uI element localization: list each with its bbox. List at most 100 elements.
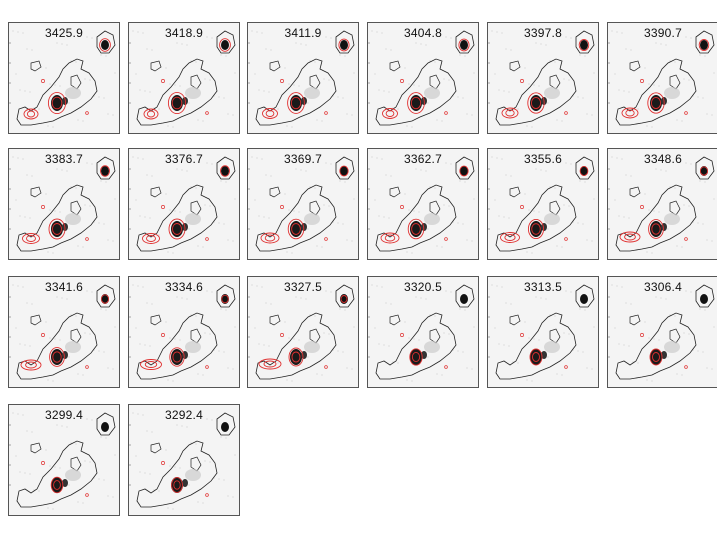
outline-contour [255, 312, 337, 380]
red-contour [500, 232, 520, 243]
red-contour [564, 111, 568, 115]
red-contour [25, 361, 37, 369]
panel-plot [608, 284, 715, 382]
inner-contour [190, 74, 202, 90]
source-emission [221, 40, 229, 50]
noise-dot [100, 180, 102, 182]
noise-dot [261, 286, 263, 288]
noise-dot [12, 284, 14, 286]
source-emission [580, 40, 588, 50]
noise-dot [434, 187, 436, 189]
red-contour [531, 223, 541, 235]
noise-dot [298, 339, 300, 341]
noise-dot [316, 373, 318, 375]
noise-dot [570, 291, 572, 293]
noise-dot [258, 89, 260, 91]
noise-dot [457, 222, 459, 224]
noise-dot [415, 296, 417, 298]
red-contour [22, 233, 40, 244]
noise-dot [390, 303, 392, 305]
noise-dot [586, 239, 588, 241]
noise-dot [471, 240, 473, 242]
noise-dot [462, 223, 464, 225]
noise-dot [383, 90, 385, 92]
noise-dot [19, 343, 21, 345]
diffuse-emission [544, 87, 560, 99]
red-contour [400, 205, 404, 209]
diffuse-emission [424, 341, 440, 353]
noise-dot [12, 412, 14, 414]
red-contour [143, 108, 159, 120]
noise-dot [450, 291, 452, 293]
noise-dot [218, 96, 220, 98]
outline-contour [495, 58, 577, 126]
panel-plot [368, 284, 475, 382]
noise-dot [556, 119, 558, 121]
noise-dot [112, 496, 114, 498]
velocity-label: 3348.6 [644, 152, 682, 166]
source-contour [455, 156, 475, 180]
noise-dot [547, 102, 549, 104]
noise-dot [561, 120, 563, 122]
noise-dot [107, 113, 109, 115]
noise-dot [309, 60, 311, 62]
noise-dot [570, 163, 572, 165]
channel-panel: 3383.7 [8, 148, 120, 260]
red-contour [640, 333, 644, 337]
velocity-label: 3292.4 [165, 408, 203, 422]
noise-dot [82, 502, 84, 504]
noise-dot [637, 362, 639, 364]
noise-dot [209, 79, 211, 81]
noise-dot [254, 73, 256, 75]
noise-dot [436, 119, 438, 121]
noise-dot [685, 36, 687, 38]
noise-dot [89, 205, 91, 207]
noise-dot [68, 228, 70, 230]
noise-dot [165, 67, 167, 69]
noise-dot [19, 215, 21, 217]
noise-dot [503, 90, 505, 92]
noise-dot [540, 169, 542, 171]
noise-dot [295, 296, 297, 298]
noise-dot [337, 96, 339, 98]
noise-dot [49, 83, 51, 85]
noise-dot [653, 338, 655, 340]
noise-dot [165, 449, 167, 451]
noise-dot [381, 32, 383, 34]
noise-dot [263, 344, 265, 346]
noise-dot [342, 97, 344, 99]
noise-dot [103, 479, 105, 481]
red-contour [505, 109, 515, 117]
red-contour [280, 205, 284, 209]
noise-dot [464, 55, 466, 57]
source-emission [221, 422, 229, 432]
noise-dot [151, 175, 153, 177]
red-contour [99, 38, 111, 52]
channel-panel: 3306.4 [607, 276, 717, 388]
noise-dot [263, 216, 265, 218]
noise-dot [448, 205, 450, 207]
noise-dot [637, 108, 639, 110]
noise-dot [270, 303, 272, 305]
noise-dot [621, 286, 623, 288]
noise-dot [59, 339, 61, 341]
noise-dot [556, 373, 558, 375]
noise-dot [466, 113, 468, 115]
noise-dot [531, 126, 533, 128]
red-contour [411, 223, 421, 235]
noise-dot [45, 193, 47, 195]
noise-dot [84, 460, 86, 462]
noise-dot [91, 291, 93, 293]
noise-dot [325, 36, 327, 38]
noise-dot [151, 431, 153, 433]
outline-contour [495, 312, 577, 380]
noise-dot [209, 461, 211, 463]
noise-dot [91, 163, 93, 165]
outline-contour [136, 312, 218, 380]
noise-dot [258, 343, 260, 345]
noise-dot [508, 345, 510, 347]
panel-plot [129, 412, 236, 510]
noise-dot [218, 350, 220, 352]
channel-panel: 3369.7 [247, 148, 359, 260]
noise-dot [107, 495, 109, 497]
